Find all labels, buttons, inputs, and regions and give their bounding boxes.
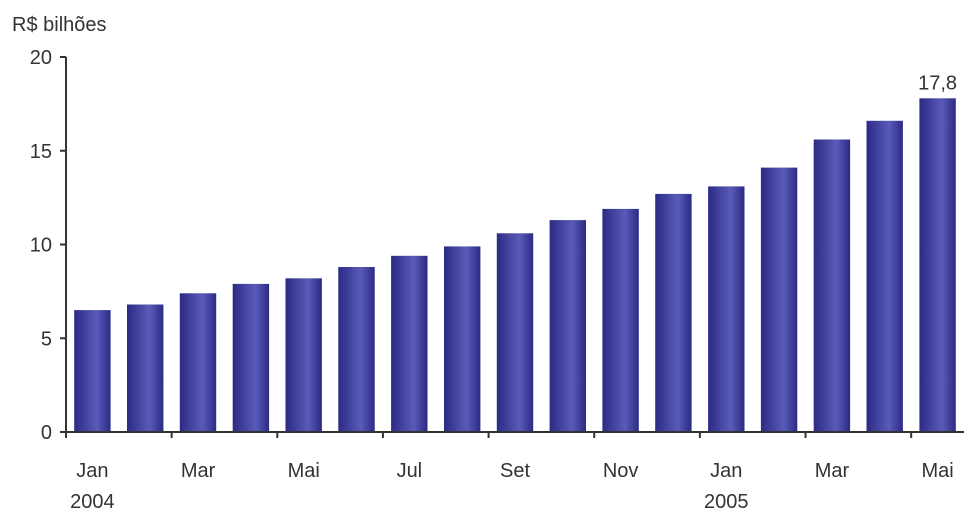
bar [919, 98, 956, 433]
bar [285, 278, 322, 433]
y-tick-label: 5 [41, 328, 52, 350]
bar [760, 167, 798, 432]
x-tick-label: Jul [397, 460, 423, 482]
bar [338, 267, 375, 432]
x-tick-label: Mai [288, 460, 320, 482]
bar [496, 233, 534, 433]
y-tick-label: 20 [30, 47, 52, 69]
x-year-label: 2005 [704, 491, 749, 513]
bar [232, 283, 270, 432]
x-tick-label: Mar [815, 460, 850, 482]
y-axis-unit-label: R$ bilhões [12, 14, 107, 36]
x-tick-label: Jan [76, 460, 108, 482]
labels: 0 5 10 15 20 Jan Mar Mai Jul Set Nov Jan Mar Mai 2004 2… [30, 47, 957, 513]
axes [60, 56, 964, 438]
bar [549, 220, 586, 432]
bar [708, 186, 745, 432]
bar [444, 246, 481, 432]
bar [602, 208, 639, 432]
bar [391, 255, 428, 433]
bars [74, 98, 956, 433]
bar [127, 304, 164, 432]
x-tick-label: Jan [710, 460, 742, 482]
bar [866, 120, 903, 433]
bar [655, 193, 692, 432]
x-tick-label: Nov [603, 460, 639, 482]
x-tick-label: Mar [181, 460, 216, 482]
y-tick-label: 10 [30, 235, 52, 257]
bar [813, 139, 851, 432]
x-tick-label: Mai [921, 460, 953, 482]
y-tick-label: 0 [41, 422, 52, 444]
data-label: 17,8 [918, 72, 957, 94]
x-tick-label: Set [500, 460, 530, 482]
bar [179, 293, 217, 433]
y-tick-label: 15 [30, 141, 52, 163]
x-year-label: 2004 [70, 491, 115, 513]
bar [74, 310, 111, 432]
